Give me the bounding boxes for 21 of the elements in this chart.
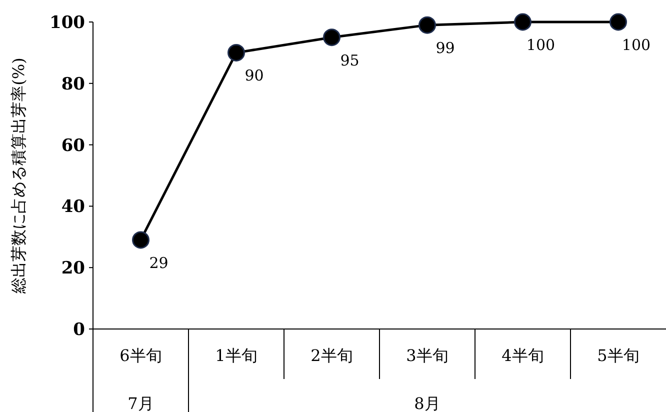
data-label: 99: [436, 39, 455, 58]
y-tick-label: 40: [61, 197, 86, 218]
data-label: 90: [244, 66, 264, 85]
y-tick-label: 60: [61, 136, 86, 156]
data-label: 95: [340, 51, 360, 70]
x-tick-label: 4半旬: [502, 346, 544, 365]
data-label: 100: [526, 36, 556, 54]
data-label: 29: [149, 254, 168, 272]
x-tick-label: 1半旬: [215, 346, 258, 365]
y-tick-label: 80: [61, 74, 86, 94]
data-label: 100: [622, 36, 651, 54]
y-tick-label: 100: [50, 13, 86, 33]
y-axis-title: 総出芽数に占める積算出芽率(%): [9, 58, 28, 294]
x-tick-label: 6半旬: [120, 346, 162, 365]
text: 8月: [414, 394, 440, 412]
x-tick-label: 2半旬: [310, 346, 353, 365]
y-tick-label: 20: [61, 258, 86, 279]
x-tick-label: 3半旬: [406, 346, 448, 365]
x-tick-label: 5半旬: [597, 346, 640, 365]
y-tick-label: 0: [73, 320, 86, 340]
text: 7月: [128, 394, 154, 412]
